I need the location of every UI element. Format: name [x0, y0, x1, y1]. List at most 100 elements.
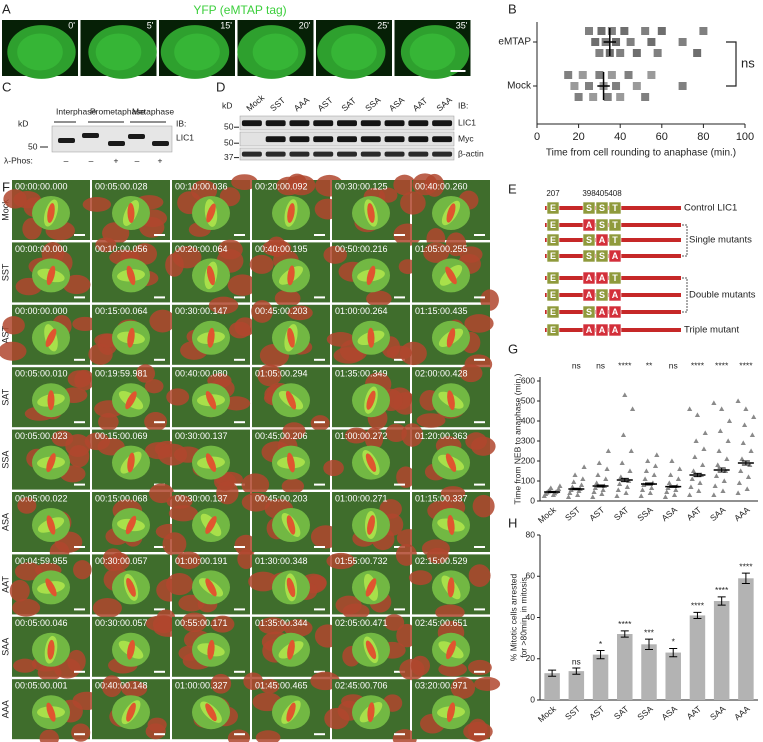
- residue-box: [608, 233, 622, 247]
- chromosomes: [205, 578, 217, 597]
- nucleus: [378, 187, 398, 203]
- timestamp: 00:50:00.216: [335, 244, 388, 254]
- x-tick-label: AAA: [732, 504, 752, 523]
- bar: [568, 671, 585, 700]
- chromosomes: [46, 515, 56, 535]
- chromosomes: [365, 453, 377, 472]
- point: [616, 93, 625, 101]
- timestamp: 00:40:00.195: [255, 244, 308, 254]
- chromosomes: [46, 702, 56, 722]
- cell: [331, 33, 377, 71]
- scale-bar: [394, 421, 405, 424]
- scale-bar: [154, 234, 165, 236]
- significance: ****: [691, 360, 705, 370]
- row-label: SAT: [0, 388, 10, 405]
- chromosomes: [447, 515, 455, 535]
- band: [384, 136, 405, 143]
- chromosomes: [445, 266, 457, 285]
- point: [581, 464, 587, 469]
- cell: [409, 33, 456, 71]
- nucleus: [9, 579, 30, 602]
- nucleus: [241, 473, 270, 496]
- bar: [689, 615, 706, 700]
- significance: ****: [618, 619, 632, 629]
- scale-bar: [234, 733, 245, 736]
- residue-letter: S: [599, 290, 605, 300]
- nucleus: [344, 427, 368, 444]
- residue-letter: T: [612, 235, 618, 245]
- point: [590, 494, 596, 499]
- chromosomes: [207, 639, 215, 660]
- point: [556, 486, 562, 491]
- point: [668, 472, 674, 477]
- x-tick-label: SST: [563, 704, 582, 722]
- scale-bar: [474, 546, 485, 548]
- x-tick-label: SSA: [635, 504, 655, 523]
- point: [717, 428, 723, 433]
- timestamp: 00:30:00.057: [95, 618, 148, 628]
- significance: *: [672, 637, 676, 647]
- point: [592, 485, 598, 490]
- residue-letter: E: [550, 307, 556, 317]
- scale-bar: [474, 358, 485, 361]
- nucleus: [426, 547, 449, 564]
- chromosomes: [207, 327, 215, 348]
- residue-position: 398: [582, 189, 596, 198]
- point: [616, 481, 623, 486]
- marker-label: 50: [224, 121, 234, 131]
- x-tick-label: AAA: [732, 703, 752, 722]
- nucleus: [243, 672, 264, 691]
- residue-letter: A: [586, 220, 593, 230]
- timestamp: 01:55:00.732: [335, 556, 388, 566]
- row-label: SSA: [0, 451, 10, 469]
- timestamp: 00:30:00.137: [175, 431, 228, 441]
- residue-box: [608, 201, 622, 215]
- chromosomes: [47, 639, 55, 660]
- point: [605, 448, 611, 453]
- significance: ns: [572, 656, 581, 666]
- nucleus: [435, 604, 465, 621]
- significance: *: [599, 639, 603, 649]
- significance: ****: [691, 601, 705, 611]
- timestamp: 02:15:00.529: [415, 556, 468, 566]
- x-tick-label: Mock: [536, 504, 559, 525]
- residue-letter: E: [550, 325, 556, 335]
- x-tick-label: AAT: [685, 704, 704, 722]
- point: [736, 480, 742, 485]
- chromosomes: [286, 702, 296, 722]
- residue-letter: E: [550, 220, 556, 230]
- residue-letter: T: [612, 273, 618, 283]
- residue-box: [595, 233, 609, 247]
- lane-label: SST: [268, 95, 287, 113]
- protein-label: LIC1: [176, 132, 194, 142]
- residue-box: [595, 288, 609, 302]
- timestamp: 01:20:00.363: [415, 431, 468, 441]
- nucleus: [210, 615, 235, 633]
- chromosomes: [447, 390, 455, 411]
- timestamp: 00:15:00.068: [95, 493, 148, 503]
- bracket: [726, 41, 737, 87]
- y-axis-label: Time from NEB to anaphase (min.): [512, 373, 522, 504]
- residue-box: [546, 201, 560, 215]
- significance: ns: [669, 360, 678, 370]
- scale-bar: [154, 608, 165, 611]
- panel-label: D: [216, 79, 225, 94]
- point: [647, 490, 653, 495]
- panel-label: C: [2, 79, 11, 94]
- residue-box: [546, 323, 560, 337]
- residue-box: [608, 249, 622, 263]
- point: [666, 480, 672, 485]
- nucleus: [37, 664, 62, 681]
- point: [665, 485, 671, 490]
- error-bar: [717, 596, 726, 606]
- band: [337, 151, 357, 157]
- error-bar: [548, 669, 557, 677]
- bar: [641, 644, 657, 700]
- point: [716, 448, 722, 453]
- error-bar: [645, 482, 653, 486]
- chromosomes: [47, 203, 55, 223]
- timestamp: 02:05:00.471: [335, 618, 388, 628]
- point: [721, 478, 727, 483]
- phase-label: Interphase: [56, 106, 96, 116]
